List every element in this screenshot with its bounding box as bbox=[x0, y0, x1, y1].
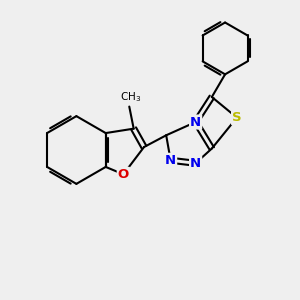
Text: S: S bbox=[232, 111, 242, 124]
Text: N: N bbox=[190, 157, 201, 170]
Text: O: O bbox=[118, 168, 129, 181]
Text: N: N bbox=[165, 154, 176, 167]
Text: CH$_3$: CH$_3$ bbox=[120, 90, 141, 104]
Text: N: N bbox=[190, 116, 201, 128]
